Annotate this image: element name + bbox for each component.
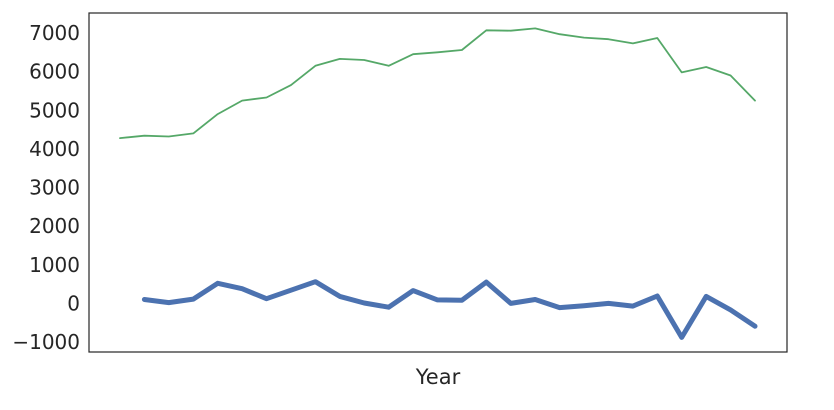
y-tick-label: 1000: [29, 253, 80, 277]
series-layer: [119, 27, 758, 340]
y-tick-label: 6000: [29, 60, 80, 84]
y-tick-label: 3000: [29, 176, 80, 200]
y-tick-label: 4000: [29, 137, 80, 161]
y-tick-label: 5000: [29, 98, 80, 122]
y-tick-label: −1000: [12, 330, 80, 354]
y-tick-label: 7000: [29, 21, 80, 45]
series-line-1: [119, 27, 756, 139]
y-tick-label: 2000: [29, 214, 80, 238]
plot-frame: [88, 12, 788, 353]
y-tick-label: 0: [67, 291, 80, 315]
series-line-2: [141, 279, 758, 340]
y-axis: −1000 0 1000 2000 3000 4000 5000 6000 7000: [12, 21, 80, 354]
x-axis-label: Year: [415, 365, 461, 389]
